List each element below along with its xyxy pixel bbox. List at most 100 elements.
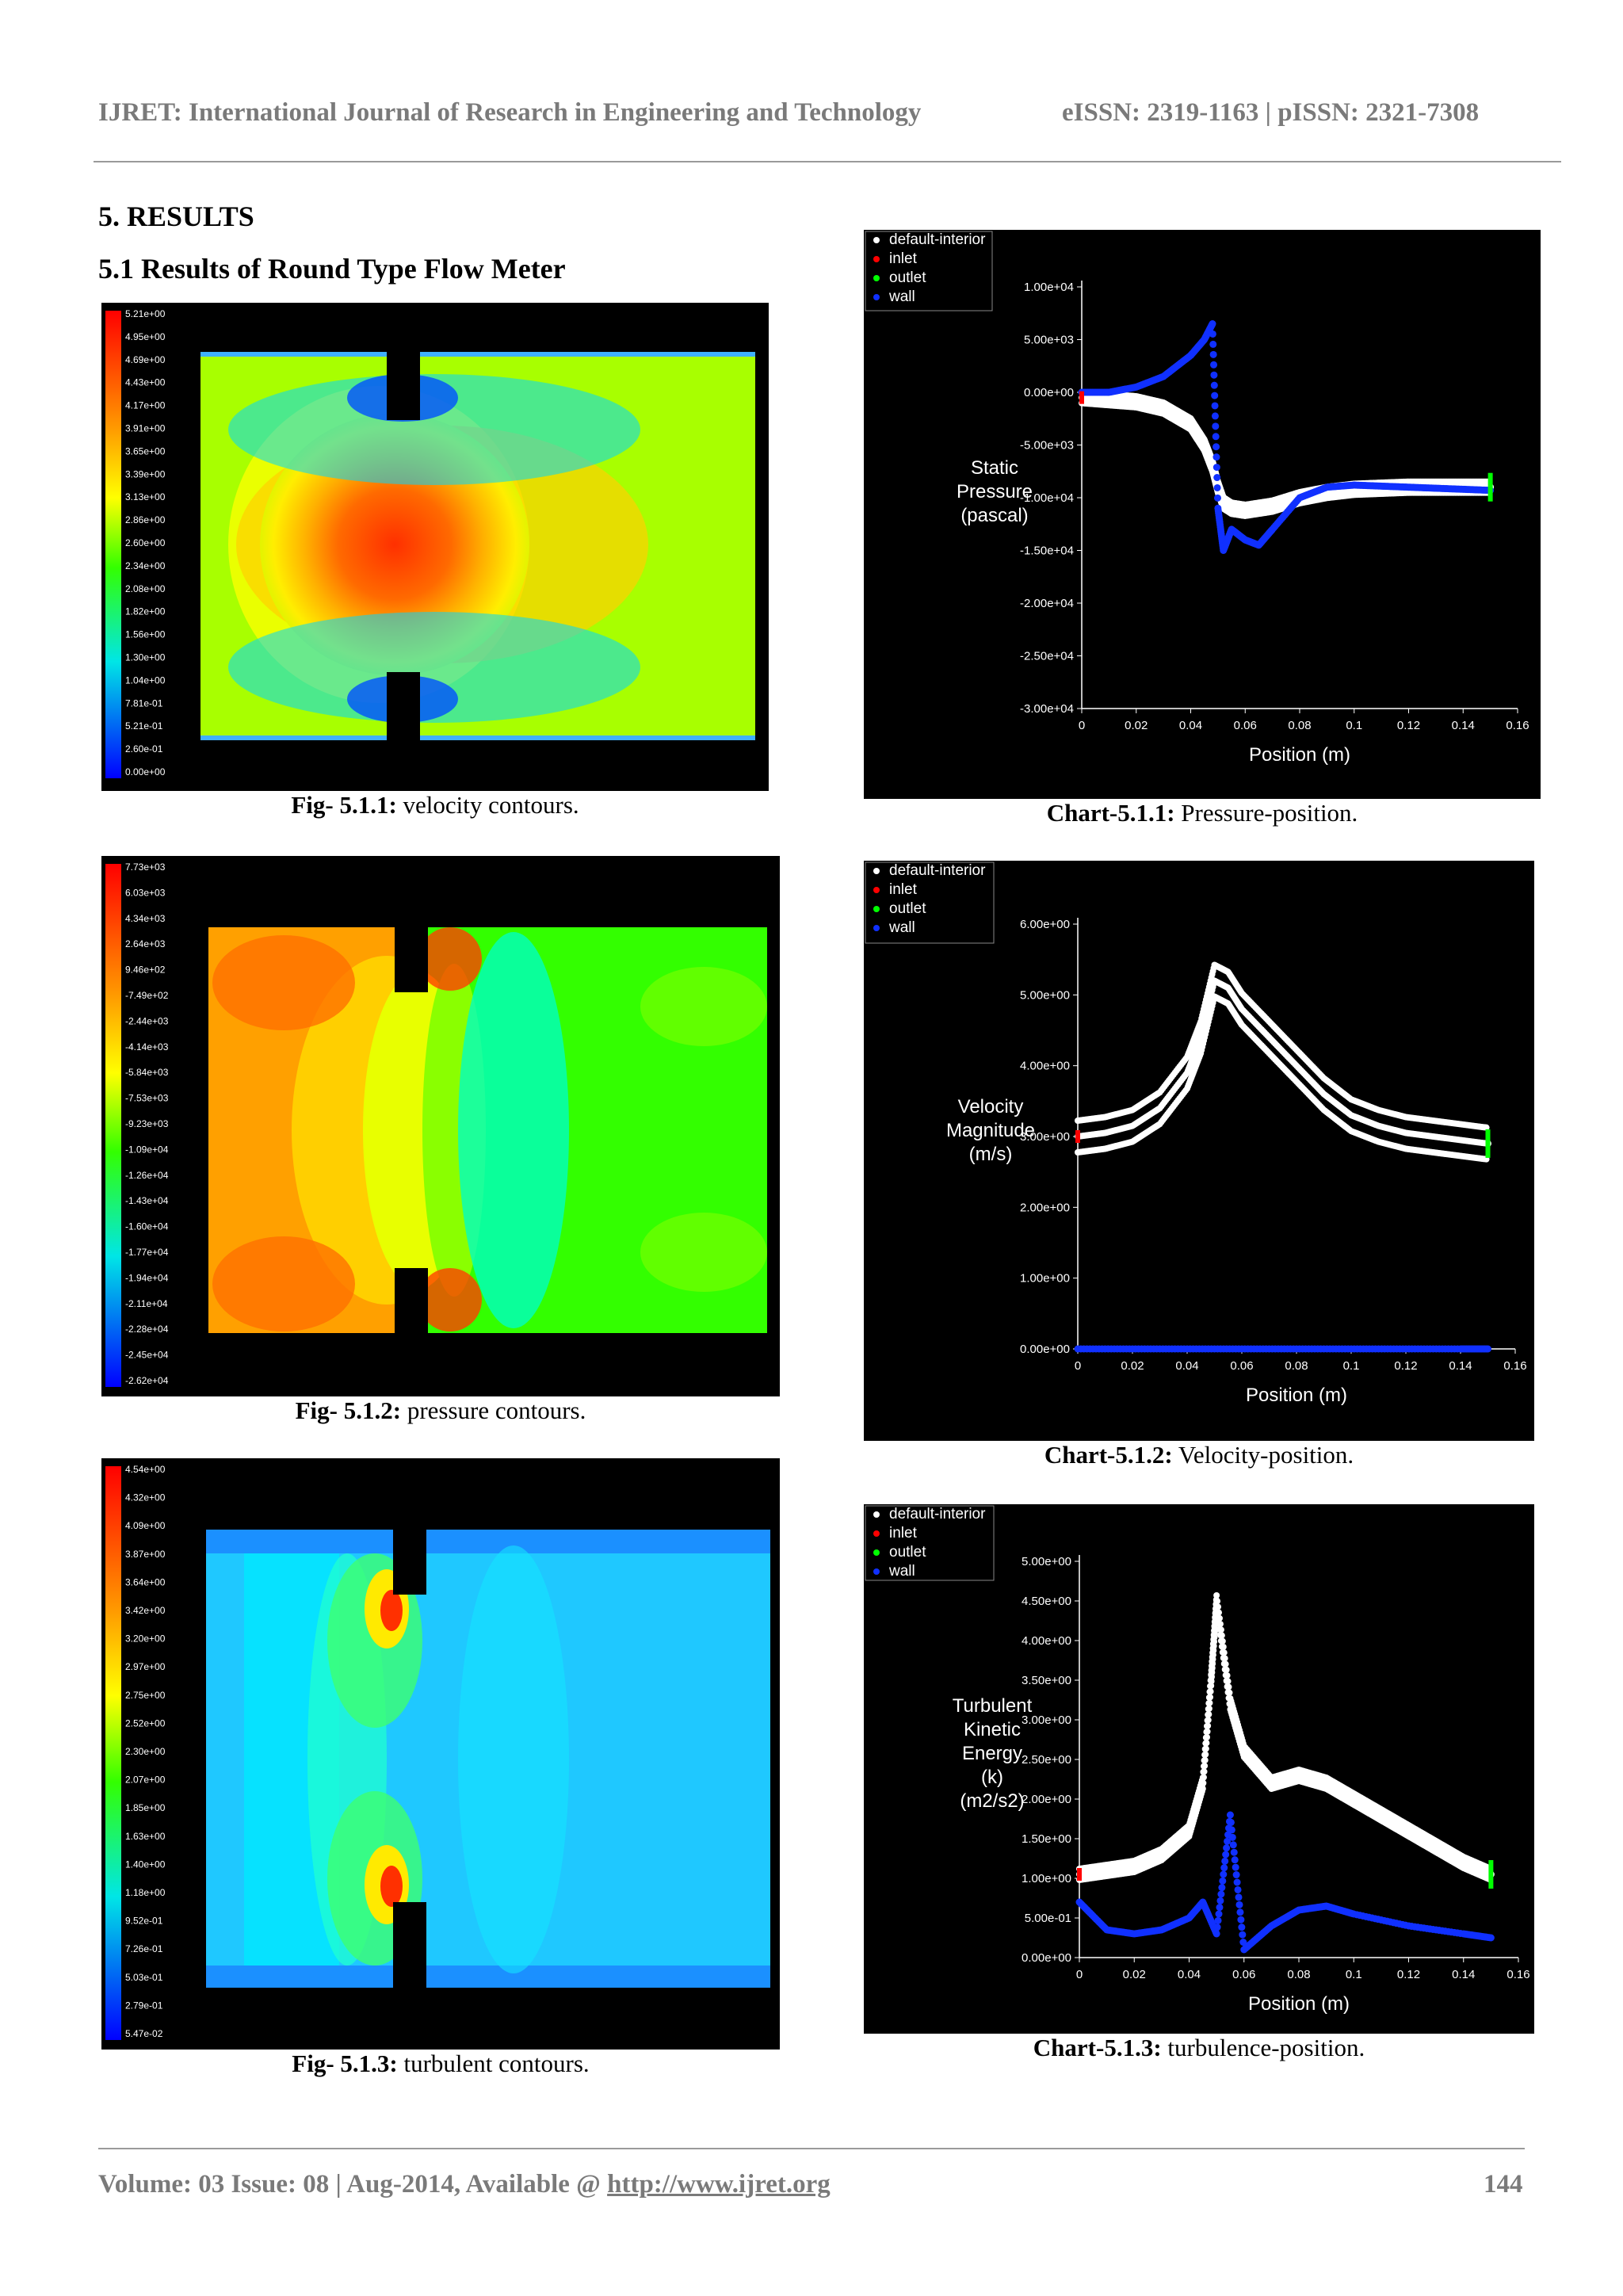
y-tick-label: 1.00e+00 bbox=[1022, 1872, 1071, 1885]
turbulence-position-chart: default-interior inlet outlet wall 5.00e+00 4… bbox=[864, 1504, 1534, 2034]
data-point bbox=[1220, 1649, 1228, 1656]
colorbar-label: -7.53e+03 bbox=[125, 1093, 169, 1104]
x-tick-label: 0.12 bbox=[1397, 719, 1420, 732]
colorbar-label: 2.30e+00 bbox=[125, 1746, 166, 1757]
data-point bbox=[1223, 1666, 1230, 1673]
journal-link[interactable]: http://www.ijret.org bbox=[607, 2170, 831, 2199]
data-point bbox=[1213, 494, 1221, 502]
legend-entry: default-interior bbox=[889, 1506, 986, 1522]
x-tick-label: 0.1 bbox=[1346, 1968, 1362, 1981]
series-wall bbox=[1074, 1345, 1491, 1353]
fig-5-1-2-text: pressure contours. bbox=[401, 1396, 586, 1424]
data-point bbox=[1239, 1939, 1247, 1946]
data-point bbox=[1237, 1916, 1245, 1924]
colorbar-label: 1.04e+00 bbox=[125, 674, 166, 686]
data-point bbox=[1483, 1124, 1490, 1131]
data-point bbox=[1204, 1728, 1211, 1735]
y-tick-label: 5.00e+00 bbox=[1022, 1555, 1071, 1568]
x-tick-label: 0.04 bbox=[1175, 1359, 1198, 1373]
data-point bbox=[1228, 1826, 1235, 1834]
x-tick-label: 0.1 bbox=[1343, 1359, 1360, 1373]
x-tick-label: 0.08 bbox=[1288, 719, 1311, 732]
legend-entry: inlet bbox=[889, 250, 918, 267]
y-tick-label: -2.50e+04 bbox=[1020, 650, 1074, 663]
data-point bbox=[1214, 1916, 1222, 1924]
data-point bbox=[1230, 1848, 1238, 1856]
series-default-interior bbox=[1075, 961, 1491, 1163]
velocity-position-chart: default-interior inlet outlet wall 6.00e+00 5… bbox=[864, 861, 1534, 1441]
x-tick-label: 0.06 bbox=[1232, 1968, 1255, 1981]
data-point bbox=[1484, 1345, 1491, 1353]
data-point bbox=[1487, 1934, 1495, 1942]
legend-entry: wall bbox=[888, 288, 915, 305]
header-divider bbox=[94, 161, 1561, 162]
chart-5-1-3-text: turbulence-position. bbox=[1161, 2034, 1365, 2061]
velocity-contour-figure: 5.21e+00 4.95e+00 4.69e+00 4.43e+00 4.17e+00… bbox=[101, 303, 769, 791]
colorbar-label: -2.11e+04 bbox=[125, 1298, 168, 1309]
data-point bbox=[1217, 1890, 1225, 1898]
colorbar-label: 9.52e-01 bbox=[125, 1916, 163, 1927]
outlet-marker bbox=[1488, 1860, 1494, 1889]
colorbar-label: -1.94e+04 bbox=[125, 1272, 169, 1283]
data-point bbox=[1219, 1877, 1227, 1885]
legend-marker bbox=[873, 1549, 880, 1556]
colorbar-label: -9.23e+03 bbox=[125, 1118, 169, 1129]
data-point bbox=[1232, 1871, 1240, 1879]
legend-entry: inlet bbox=[889, 1525, 918, 1541]
y-tick-label: 5.00e+03 bbox=[1024, 334, 1074, 347]
legend-marker bbox=[873, 237, 880, 243]
x-tick-label: 0.02 bbox=[1123, 1968, 1146, 1981]
data-point bbox=[1216, 1609, 1223, 1616]
colorbar-label: -5.84e+03 bbox=[125, 1067, 169, 1078]
data-point bbox=[1210, 371, 1218, 379]
x-tick-label: 0.16 bbox=[1507, 1968, 1529, 1981]
issn-info: eISSN: 2319-1163 | pISSN: 2321-7308 bbox=[1062, 98, 1480, 127]
data-point bbox=[1224, 1672, 1231, 1679]
y-tick-label: -1.50e+04 bbox=[1020, 544, 1074, 558]
y-axis-label: (k) bbox=[981, 1767, 1003, 1788]
x-tick-label: 0 bbox=[1076, 1968, 1083, 1981]
data-point bbox=[1212, 433, 1220, 441]
data-point bbox=[1209, 320, 1216, 328]
legend-marker bbox=[873, 294, 880, 300]
data-point bbox=[1207, 1694, 1214, 1701]
chart-5-1-3-label: Chart-5.1.3: bbox=[1033, 2034, 1162, 2061]
series-default-interior bbox=[1079, 388, 1495, 519]
series-wall bbox=[1078, 320, 1495, 554]
chart-5-1-2-label: Chart-5.1.2: bbox=[1044, 1441, 1173, 1469]
colorbar-label: 2.34e+00 bbox=[125, 560, 166, 571]
series-wall bbox=[1075, 1811, 1495, 1954]
legend-entry: wall bbox=[888, 919, 915, 936]
colorbar-label: 2.07e+00 bbox=[125, 1775, 166, 1786]
colorbar-label: 1.56e+00 bbox=[125, 629, 166, 640]
data-point bbox=[1216, 1614, 1223, 1622]
colorbar-label: -4.14e+03 bbox=[125, 1041, 169, 1052]
y-tick-label: 2.00e+00 bbox=[1022, 1793, 1071, 1806]
colorbar-label: 3.39e+00 bbox=[125, 468, 166, 479]
y-axis-label: Energy bbox=[962, 1743, 1022, 1764]
colorbar-label: -1.60e+04 bbox=[125, 1221, 169, 1232]
x-tick-label: 0.16 bbox=[1506, 719, 1529, 732]
data-point bbox=[1213, 483, 1221, 491]
colorbar-label: -7.49e+02 bbox=[125, 990, 169, 1001]
colorbar-label: 1.40e+00 bbox=[125, 1859, 166, 1870]
data-point bbox=[1219, 1637, 1226, 1645]
colorbar-label: 2.60e-01 bbox=[125, 743, 163, 755]
colorbar-label: 5.03e-01 bbox=[125, 1972, 163, 1983]
data-point bbox=[1211, 392, 1219, 399]
y-tick-label: 0.00e+00 bbox=[1024, 386, 1074, 399]
inlet-marker bbox=[1079, 391, 1084, 404]
colorbar-label: 1.63e+00 bbox=[125, 1831, 166, 1842]
legend-marker bbox=[873, 1568, 880, 1575]
legend-entry: outlet bbox=[889, 269, 926, 286]
outlet-marker bbox=[1487, 472, 1493, 502]
y-axis-label: Pressure bbox=[957, 481, 1033, 502]
colorbar-label: 1.30e+00 bbox=[125, 652, 166, 663]
colorbar-label: 3.20e+00 bbox=[125, 1633, 166, 1645]
footer-volume-text: Volume: 03 Issue: 08 | Aug-2014, Availab… bbox=[98, 2170, 608, 2199]
data-point bbox=[1224, 1678, 1232, 1685]
series-default-interior bbox=[1076, 1592, 1495, 1883]
data-point bbox=[1217, 1626, 1224, 1633]
colorbar-label: 4.34e+03 bbox=[125, 913, 166, 924]
y-tick-label: 6.00e+00 bbox=[1020, 918, 1070, 931]
